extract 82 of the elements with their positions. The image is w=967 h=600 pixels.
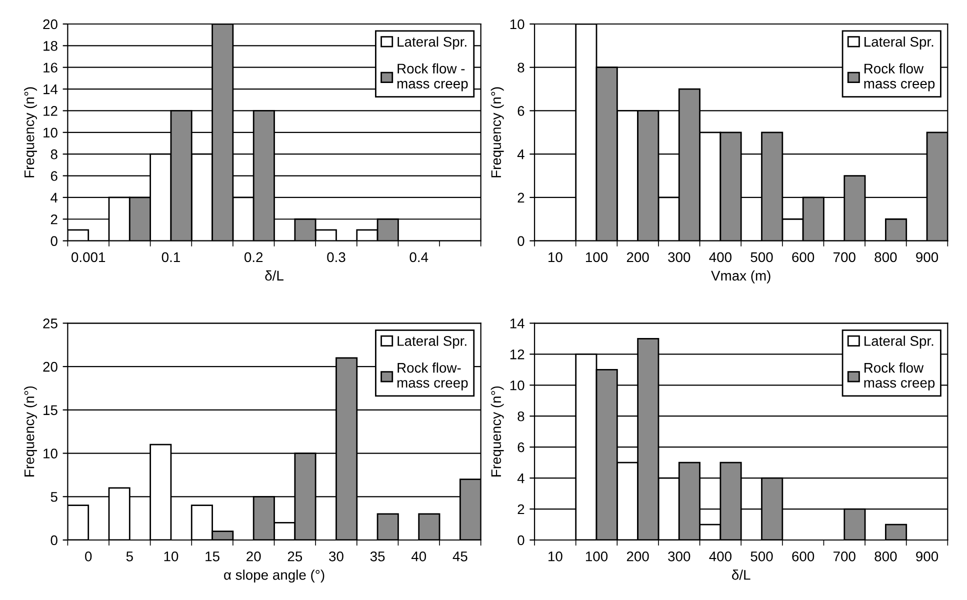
- legend-label: Rock flow - mass creep: [397, 63, 468, 92]
- y-tick-label: 8: [518, 411, 524, 422]
- y-axis-title: Frequency (n°): [24, 87, 37, 178]
- x-axis-title: α slope angle (°): [224, 570, 324, 583]
- x-tick-label: 0.2: [244, 252, 263, 262]
- x-tick-label: 300: [668, 551, 690, 562]
- y-tick-label: 2: [518, 192, 524, 202]
- y-tick-label: 8: [518, 62, 524, 73]
- x-tick-label: 0.001: [72, 252, 106, 262]
- y-tick-label: 6: [518, 442, 524, 452]
- y-tick-label: 25: [43, 318, 58, 328]
- y-tick-label: 6: [50, 171, 58, 181]
- y-tick-label: 14: [510, 318, 524, 328]
- x-tick-label: 20: [246, 551, 261, 562]
- x-tick-label: 500: [750, 551, 773, 562]
- legend-label: Lateral Spr.: [398, 36, 466, 50]
- x-tick-label: 0: [85, 551, 92, 562]
- x-tick-label: 100: [586, 551, 608, 562]
- y-tick-label: 2: [50, 214, 58, 224]
- y-tick-label: 4: [517, 150, 524, 160]
- y-tick-label: 18: [44, 41, 58, 51]
- x-tick-label: 700: [834, 252, 856, 262]
- x-tick-label: 600: [792, 252, 814, 262]
- x-tick-label: 400: [709, 551, 732, 562]
- y-tick-label: 12: [510, 350, 524, 360]
- y-tick-label: 0: [50, 535, 58, 546]
- x-tick-label: 5: [126, 552, 133, 562]
- x-tick-label: 500: [750, 252, 773, 262]
- y-tick-label: 12: [44, 106, 58, 116]
- x-tick-label: 40: [411, 551, 426, 562]
- legend-label: Rock flow mass creep: [864, 63, 935, 92]
- y-tick-label: 2: [518, 504, 524, 514]
- legend-label: Lateral Spr.: [864, 36, 934, 50]
- x-tick-label: 100: [586, 252, 608, 262]
- y-tick-label: 0: [518, 236, 524, 246]
- x-tick-label: 400: [709, 252, 732, 262]
- x-tick-label: 30: [329, 551, 344, 562]
- x-tick-label: 600: [792, 551, 814, 562]
- y-axis-title: Frequency (n°): [490, 386, 504, 476]
- x-tick-label: 0.4: [410, 252, 428, 262]
- x-tick-label: 10: [548, 551, 562, 562]
- legend-label: Lateral Spr.: [864, 336, 934, 349]
- y-tick-label: 5: [50, 492, 58, 502]
- y-tick-label: 20: [43, 19, 58, 30]
- x-axis-title: δ/L: [732, 570, 750, 580]
- x-tick-label: 10: [548, 252, 562, 262]
- x-tick-label: 15: [206, 552, 220, 562]
- x-tick-label: 200: [626, 252, 649, 262]
- x-tick-label: 900: [916, 252, 938, 262]
- x-tick-label: 45: [452, 552, 468, 562]
- legend-label: Rock flow mass creep: [864, 362, 935, 390]
- x-tick-label: 200: [626, 551, 649, 562]
- x-axis-title: Vmax (m): [711, 270, 770, 284]
- x-tick-label: 800: [874, 551, 897, 562]
- x-tick-label: 10: [164, 551, 178, 562]
- y-tick-label: 4: [517, 474, 524, 484]
- y-tick-label: 0: [50, 236, 58, 246]
- x-tick-label: 300: [668, 252, 690, 262]
- y-tick-label: 6: [518, 106, 524, 116]
- y-tick-label: 20: [43, 362, 58, 372]
- y-tick-label: 8: [50, 149, 58, 160]
- x-tick-label: 900: [916, 551, 938, 562]
- x-tick-label: 35: [370, 551, 385, 562]
- y-axis-title: Frequency (n°): [490, 87, 504, 178]
- y-tick-label: 15: [44, 405, 58, 416]
- x-axis-title: δ/L: [265, 270, 284, 281]
- y-tick-label: 10: [510, 19, 524, 30]
- y-tick-label: 4: [50, 192, 58, 202]
- x-tick-label: 0.1: [162, 252, 180, 262]
- x-tick-label: 0.3: [327, 252, 346, 262]
- y-tick-label: 10: [44, 128, 58, 138]
- y-axis-title: Frequency (n°): [24, 386, 37, 476]
- y-tick-label: 16: [44, 62, 58, 73]
- x-tick-label: 25: [288, 551, 302, 562]
- x-tick-label: 700: [834, 551, 856, 562]
- y-tick-label: 10: [44, 448, 58, 458]
- x-tick-label: 800: [874, 252, 897, 262]
- y-tick-label: 0: [518, 535, 524, 546]
- y-tick-label: 14: [44, 84, 58, 94]
- y-tick-label: 10: [510, 380, 524, 390]
- legend-label: Lateral Spr.: [398, 336, 466, 349]
- legend-label: Rock flow- mass creep: [397, 362, 468, 390]
